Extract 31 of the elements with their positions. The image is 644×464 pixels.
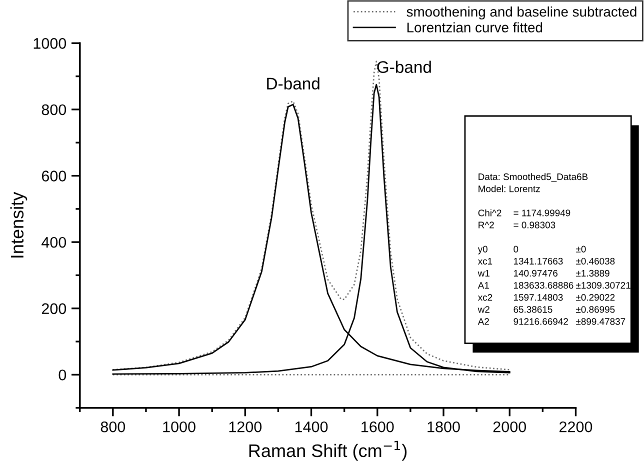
x-tick-label: 1400: [295, 421, 328, 432]
y-tick-label: 600: [42, 170, 66, 182]
legend-label: Lorentzian curve fitted: [407, 22, 542, 32]
annotation: D-band: [267, 77, 320, 90]
x-tick-label: 1200: [229, 421, 262, 432]
text: R^2 = 0.98303: [478, 222, 556, 228]
text: w2 65.38615 ±0.86995: [478, 306, 615, 313]
text: w1 140.97476 ±1.3889: [478, 270, 610, 277]
annotation: Data: Smoothed5_Data6B: [478, 173, 588, 182]
x-tick-label: 800: [100, 421, 126, 432]
x-tick-label: 2000: [493, 421, 526, 432]
y-tick-label: 800: [42, 104, 66, 116]
text: Chi^2 = 1174.99949: [478, 209, 570, 216]
text: A1 183633.68886 ±1309.30721: [478, 282, 630, 289]
text: xc1 1341.17663 ±0.46038: [478, 258, 615, 265]
x-tick-label: 1800: [428, 421, 460, 432]
y-tick-label: 200: [42, 303, 66, 314]
annotation: G-band: [377, 60, 431, 73]
y-tick-label: 1000: [34, 38, 66, 49]
y-tick-label: 400: [42, 236, 66, 248]
y-tick-label: 0: [58, 370, 66, 380]
x-axis-title: Raman Shift (cm$^{−1}$): [249, 440, 407, 461]
legend-label: smoothening and baseline subtracted: [406, 6, 636, 20]
annotation: Model: Lorentz: [478, 185, 540, 192]
x-tick-label: 1600: [362, 421, 394, 432]
y-axis-title: Intensity: [10, 192, 28, 258]
x-tick-label: 1000: [163, 421, 196, 432]
text: xc2 1597.14803 ±0.29022: [478, 294, 615, 301]
text: y0 0 ±0: [478, 246, 586, 254]
text: A2 91216.66942 ±899.47837: [478, 318, 626, 325]
x-tick-label: 2200: [560, 421, 592, 432]
